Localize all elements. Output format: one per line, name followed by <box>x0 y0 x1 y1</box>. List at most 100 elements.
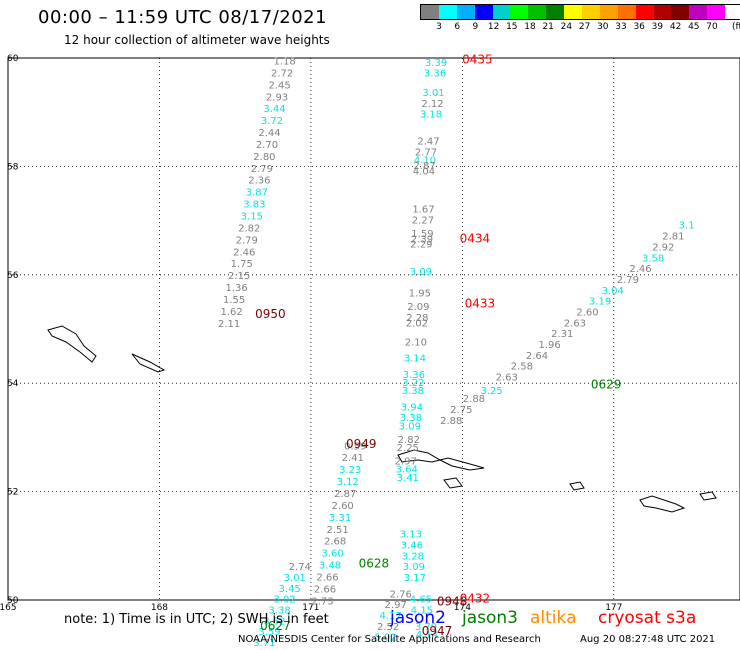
footer-credit: NOAA/NESDIS Center for Satellite Applica… <box>238 634 541 645</box>
colorbar-swatch <box>653 5 672 19</box>
wave-height-label: 1.18 <box>273 57 295 68</box>
wave-height-label: 3.15 <box>241 212 263 223</box>
pass-time-label: 0434 <box>460 231 491 245</box>
colorbar-swatch <box>528 5 547 19</box>
wave-height-label: 2.73 <box>311 596 333 607</box>
colorbar-swatch <box>582 5 600 19</box>
colorbar-tick-label: 24 <box>560 22 573 32</box>
wave-height-label: 3.09 <box>410 267 432 278</box>
y-tick-label: 54 <box>7 379 19 389</box>
wave-height-label: 3.79 <box>415 622 437 633</box>
wave-height-label: 3.12 <box>337 477 359 488</box>
wave-height-label: 2.10 <box>405 337 427 348</box>
wave-height-label: 2.27 <box>412 215 434 226</box>
wave-height-label: 3.45 <box>279 584 301 595</box>
wave-height-label: 2.60 <box>332 501 354 512</box>
pass-time-label: 0433 <box>465 296 496 310</box>
wave-height-label: 2.97 <box>395 457 417 468</box>
wave-height-label: 2.79 <box>251 164 273 175</box>
wave-height-label: 3.71 <box>253 638 275 649</box>
wave-height-label: 2.88 <box>440 416 462 427</box>
colorbar-swatch <box>564 5 583 19</box>
pass-time-label: 0628 <box>359 556 390 570</box>
wave-height-label: 3.23 <box>339 465 361 476</box>
wave-height-label: 2.87 <box>413 161 435 172</box>
wave-height-label: 1.75 <box>231 259 253 270</box>
wave-height-label: 1.59 <box>411 229 433 240</box>
colorbar-swatch <box>510 5 529 19</box>
wave-height-label: 3.48 <box>319 561 341 572</box>
colorbar-unit: (ft) <box>732 22 740 32</box>
wave-height-label: 3.19 <box>589 297 611 308</box>
wave-height-label: 1.95 <box>409 288 431 299</box>
plot-frame <box>7 57 740 601</box>
colorbar-tick-label: 42 <box>669 22 682 32</box>
coastline <box>397 449 485 471</box>
wave-height-label: 3.87 <box>246 188 268 199</box>
wave-height-label: 2.02 <box>406 318 428 329</box>
y-tick-label: 50 <box>7 596 19 606</box>
legend-satellite-cryosat: cryosat s3a <box>598 608 697 628</box>
pass-time-label: 0629 <box>591 378 622 392</box>
wave-height-label: 3.41 <box>397 473 419 484</box>
wave-height-label: 2.79 <box>236 235 258 246</box>
wave-height-label: 5.02 <box>374 633 396 644</box>
colorbar-tick-label: 45 <box>688 22 700 32</box>
colorbar-swatch <box>456 5 475 19</box>
wave-height-label: 2.58 <box>511 362 533 373</box>
colorbar-swatch <box>707 5 726 19</box>
wave-height-label: 3.94 <box>401 402 423 413</box>
wave-height-label: 3.25 <box>480 386 502 397</box>
wave-height-label: 3.09 <box>399 421 421 432</box>
colorbar-swatch <box>599 5 618 19</box>
wave-height-label: 3.44 <box>263 104 285 115</box>
coastline <box>47 325 97 363</box>
wave-height-label: 2.81 <box>662 232 684 243</box>
wave-height-label: 3.39 <box>425 58 447 69</box>
wave-height-label: 3.58 <box>642 253 664 264</box>
wave-height-label: 2.87 <box>334 489 356 500</box>
colorbar-swatch <box>635 5 654 19</box>
wave-height-label: 2.44 <box>258 128 280 139</box>
wave-height-label: 3.38 <box>400 413 422 424</box>
colorbar-swatch <box>546 5 565 19</box>
wave-height-label: 2.52 <box>377 622 399 633</box>
colorbar-tick-label: 27 <box>578 22 591 32</box>
wave-height-label: 2.92 <box>652 242 674 253</box>
colorbar-tick-label: 21 <box>542 22 554 32</box>
footer-timestamp: Aug 20 08:27:48 UTC 2021 <box>580 634 716 645</box>
wave-height-label: 2.31 <box>551 329 573 340</box>
wave-height-label: 4.14 <box>416 630 438 641</box>
colorbar-swatch <box>617 5 636 19</box>
wave-height-label: 2.46 <box>629 264 651 275</box>
coastline <box>443 477 463 489</box>
colorbar-swatch <box>689 5 708 19</box>
coastline <box>569 481 585 491</box>
wave-height-label: 3.18 <box>420 110 442 121</box>
x-tick-label: 174 <box>454 603 471 613</box>
page-title: 00:00 – 11:59 UTC 08/17/2021 <box>38 7 328 28</box>
wave-height-label: 2.74 <box>289 562 311 573</box>
pass-time-label: 0947 <box>422 624 453 638</box>
colorbar-tick-label: 6 <box>454 22 461 32</box>
wave-height-label: 2.79 <box>617 275 639 286</box>
wave-height-label: 2.63 <box>564 318 586 329</box>
wave-height-label: 3.01 <box>284 573 306 584</box>
wave-height-label: 2.36 <box>248 176 270 187</box>
wave-height-label: 2.60 <box>576 307 598 318</box>
wave-height-label: 3.83 <box>243 200 265 211</box>
wave-height-label: 2.39 <box>411 234 433 245</box>
colorbar-tick-label: 36 <box>633 22 645 32</box>
x-tick-label: 165 <box>0 603 17 613</box>
pass-time-label: 0432 <box>460 592 491 606</box>
wave-height-label: 1.96 <box>539 340 561 351</box>
wave-height-label: 0.59 <box>344 441 366 452</box>
wave-height-label: 3.46 <box>401 541 423 552</box>
footer-note: note: 1) Time is in UTC; 2) SWH is in fe… <box>64 612 329 627</box>
wave-height-label: 4.15 <box>411 606 433 617</box>
wave-height-label: 3.02 <box>273 595 295 606</box>
colorbar-tick-label: 15 <box>506 22 518 32</box>
